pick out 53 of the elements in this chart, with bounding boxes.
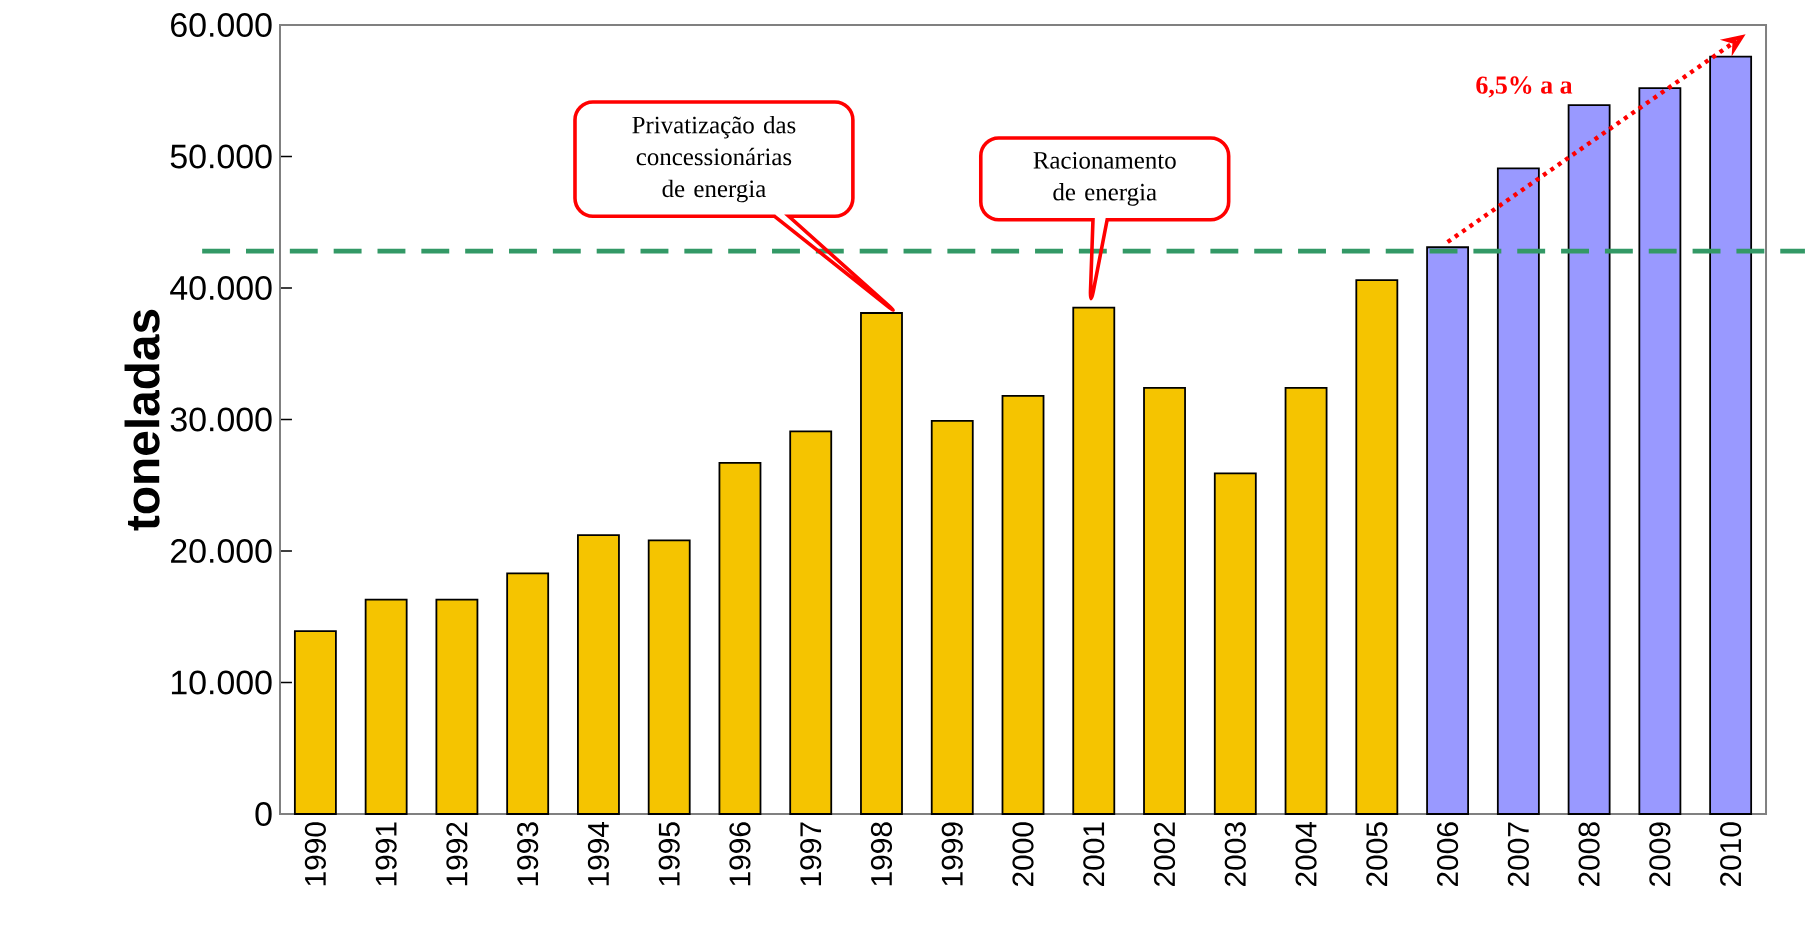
bar: [1001, 394, 1045, 815]
x-tick-label: 1998: [870, 822, 893, 886]
bar: [1355, 279, 1399, 815]
x-tick-label: 1996: [729, 822, 751, 886]
bar: [930, 419, 974, 815]
bar: [293, 630, 337, 815]
bar: [718, 462, 762, 815]
x-tick-label: 1995: [658, 822, 680, 886]
x-tick-label: 2010: [1720, 822, 1742, 887]
bar: [435, 598, 479, 815]
x-tick-label: 1991: [375, 822, 397, 886]
y-axis-title: toneladas: [124, 309, 160, 531]
x-tick-label: 2000: [1012, 822, 1034, 887]
y-tick-label: 50.000: [170, 144, 272, 169]
bar: [1072, 306, 1116, 815]
bar: [789, 430, 833, 815]
x-tick-label: 1993: [517, 822, 539, 886]
x-tick-label: 2002: [1153, 822, 1176, 887]
x-tick-label: 2003: [1224, 822, 1246, 887]
x-tick-label: 1997: [800, 822, 822, 886]
annotation: Privatização das concessionárias de energia: [632, 115, 796, 203]
y-tick-label: 40.000: [170, 276, 272, 300]
bar: [577, 534, 620, 815]
x-tick-label: 2007: [1507, 822, 1529, 887]
x-tick-label: 2008: [1578, 822, 1600, 887]
x-tick-label: 1994: [587, 821, 609, 886]
bar: [506, 572, 550, 815]
y-tick-label: 60.000: [171, 13, 272, 37]
x-tick-label: 2009: [1649, 822, 1671, 887]
bar: [647, 539, 691, 815]
bar: [364, 598, 408, 815]
x-tick-label: 1992: [446, 822, 468, 886]
bar: [1213, 472, 1257, 815]
x-tick-label: 2005: [1366, 822, 1388, 887]
bar: [1496, 167, 1540, 815]
bar: [1567, 104, 1611, 815]
x-tick-label: 1990: [304, 822, 326, 886]
bar: [1426, 246, 1470, 815]
y-tick-label: 10.000: [171, 670, 272, 695]
bar: [1709, 55, 1753, 815]
x-tick-label: 2001: [1083, 822, 1105, 887]
y-tick-label: 20.000: [171, 539, 272, 563]
series-label: 6,5% a a: [1476, 76, 1573, 98]
y-tick-label: 30.000: [170, 407, 272, 432]
annotation: Racionamento de energia: [1033, 151, 1176, 206]
bar: [860, 312, 903, 815]
bar: [1638, 87, 1682, 815]
x-tick-label: 2006: [1437, 822, 1459, 887]
y-tick-label: 0: [255, 802, 272, 826]
x-tick-label: 1999: [941, 822, 963, 886]
bar: [1284, 387, 1328, 815]
bar: [1143, 387, 1186, 815]
x-tick-label: 2004: [1295, 821, 1317, 887]
